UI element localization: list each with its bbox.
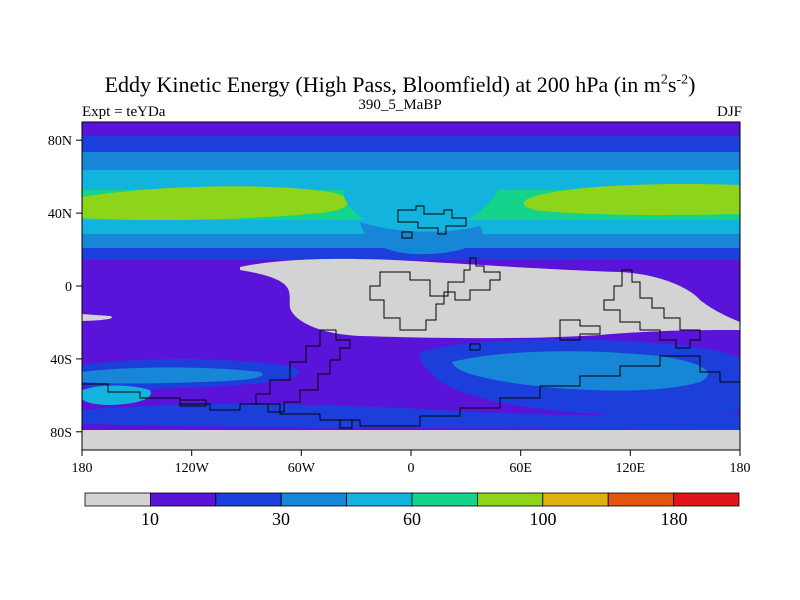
coast-africa: [369, 257, 501, 331]
tropical-minimum: [240, 258, 740, 339]
y-axis-ticks: [76, 139, 82, 433]
x-tick-labels: 180 120W 60W 0 60E 120E 180: [72, 461, 751, 476]
y-tick-label: 0: [65, 280, 72, 295]
jet-max-west: [82, 186, 349, 221]
x-tick-label: 120E: [616, 461, 646, 476]
coast-north-africa: [397, 205, 467, 235]
coast-south-island: [339, 419, 353, 429]
south-band-e: [82, 385, 151, 405]
colorbar-swatch: [84, 492, 151, 507]
colorbar-label: 100: [530, 509, 557, 529]
x-axis-ticks: [81, 450, 741, 456]
colorbar-label: 180: [661, 509, 688, 529]
colorbar-swatch: [673, 492, 740, 507]
x-tick-label: 120W: [175, 461, 210, 476]
x-tick-label: 0: [408, 461, 415, 476]
experiment-label: Expt = teYDa: [82, 104, 166, 120]
contour-fill: [82, 122, 740, 450]
coast-south-america: [255, 329, 351, 413]
coast-maritime: [559, 319, 601, 341]
coast-southern-loop: [179, 399, 207, 407]
atlantic-dip: [343, 178, 500, 233]
colorbar-swatch: [476, 492, 544, 507]
south-band-d: [452, 351, 708, 391]
season-label: DJF: [716, 104, 742, 120]
colorbar-swatch: [280, 492, 348, 507]
south-band-b: [82, 367, 263, 384]
x-tick-label: 60W: [288, 461, 316, 476]
band-70n: [82, 136, 740, 152]
colorbar-swatch: [607, 492, 675, 507]
y-tick-label: 80S: [50, 426, 72, 441]
colorbar-swatch: [149, 492, 217, 507]
band-15n: [82, 248, 740, 260]
y-tick-label: 40S: [50, 353, 72, 368]
colorbar: [84, 492, 740, 507]
coast-small-island: [401, 231, 413, 239]
coastlines: [82, 205, 740, 429]
y-tick-label: 80N: [48, 134, 72, 149]
colorbar-label: 60: [403, 509, 421, 529]
colorbar-label: 30: [272, 509, 290, 529]
x-tick-label: 60E: [509, 461, 532, 476]
colorbar-swatch: [411, 492, 478, 507]
chart-title: Eddy Kinetic Energy (High Pass, Bloomfie…: [104, 72, 696, 97]
band-polar-north: [82, 122, 740, 136]
x-tick-label: 180: [730, 461, 751, 476]
band-60n: [82, 152, 740, 170]
south-band-f: [82, 404, 740, 430]
colorbar-labels: 10 30 60 100 180: [141, 509, 688, 529]
band-south-polar: [82, 430, 740, 450]
colorbar-label: 10: [141, 509, 159, 529]
jet-max-east: [523, 184, 740, 215]
colorbar-swatch: [215, 492, 282, 507]
x-tick-label: 180: [72, 461, 93, 476]
coast-asia-east: [603, 269, 701, 349]
coast-atlantic-island: [469, 343, 481, 351]
west-grey-tongue: [82, 314, 112, 321]
y-tick-labels: 80N 40N 0 40S 80S: [48, 134, 72, 441]
north-africa-band: [360, 222, 483, 255]
colorbar-swatch: [542, 492, 609, 507]
y-tick-label: 40N: [48, 207, 72, 222]
colorbar-swatch: [346, 492, 413, 507]
chart-subtitle: 390_5_MaBP: [358, 97, 442, 113]
